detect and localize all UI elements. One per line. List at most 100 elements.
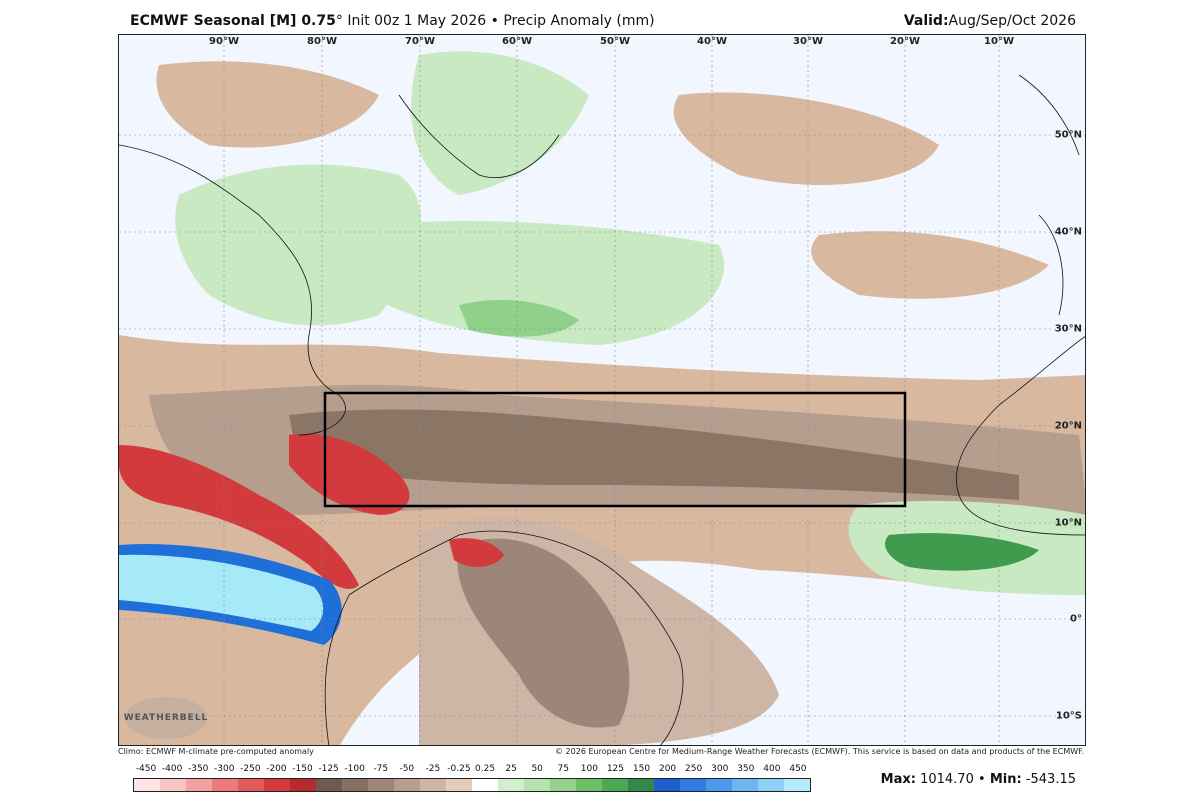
colorbar-tick-label: 50 bbox=[531, 764, 543, 774]
colorbar-swatch bbox=[316, 779, 342, 791]
colorbar-swatch bbox=[524, 779, 550, 791]
min-label: Min: bbox=[989, 772, 1022, 787]
valid-value: Aug/Sep/Oct 2026 bbox=[948, 13, 1076, 29]
lon-label-90w: 90°W bbox=[209, 36, 239, 47]
colorbar-tick-label: -0.25 bbox=[447, 764, 471, 774]
lon-label-20w: 20°W bbox=[890, 36, 920, 47]
coastline-europe bbox=[1018, 74, 1080, 316]
colorbar-ticks: -450 -400 -350 -300 -250 -200 -150 -125 -100 -75-… bbox=[133, 764, 811, 776]
colorbar-swatch bbox=[706, 779, 732, 791]
colorbar-swatch bbox=[238, 779, 264, 791]
lat-label-30n: 30°N bbox=[1054, 323, 1082, 335]
model-name: ECMWF Seasonal [M] 0.75 bbox=[130, 13, 336, 29]
lon-label-80w: 80°W bbox=[307, 36, 337, 47]
max-label: Max: bbox=[880, 772, 916, 787]
graticule bbox=[119, 35, 1085, 745]
lat-label-10s: 10°S bbox=[1055, 710, 1082, 722]
colorbar-tick-label: -50 bbox=[399, 764, 415, 774]
climo-note: Climo: ECMWF M-climate pre-computed anom… bbox=[118, 747, 314, 756]
lon-label-30w: 30°W bbox=[793, 36, 823, 47]
colorbar-swatch bbox=[498, 779, 524, 791]
colorbar-swatch bbox=[550, 779, 576, 791]
max-value: 1014.70 bbox=[920, 772, 974, 787]
colorbar-swatch bbox=[628, 779, 654, 791]
colorbar-tick-label: -350 bbox=[187, 764, 209, 774]
colorbar-tick-label: -125 bbox=[318, 764, 339, 774]
colorbar bbox=[133, 778, 811, 792]
colorbar-swatch bbox=[160, 779, 186, 791]
dry-anomaly-deep bbox=[289, 409, 1019, 500]
colorbar-tick-label: 0.25 bbox=[475, 764, 496, 774]
colorbar-swatch bbox=[342, 779, 368, 791]
valid-label: Valid: bbox=[903, 13, 949, 29]
coastline-south-america bbox=[324, 530, 684, 745]
lon-label-60w: 60°W bbox=[502, 36, 532, 47]
lat-label-40n: 40°N bbox=[1054, 226, 1082, 238]
map-canvas bbox=[119, 35, 1085, 745]
colorbar-swatch bbox=[758, 779, 784, 791]
very-dry-central-america bbox=[119, 445, 359, 589]
coastline-north-america bbox=[119, 94, 560, 436]
valid-period: Valid:Aug/Sep/Oct 2026 bbox=[904, 13, 1076, 29]
wet-anomaly-canada bbox=[411, 51, 589, 195]
wet-anomaly-eastern-us bbox=[175, 164, 421, 326]
colorbar-tick-label: 250 bbox=[685, 764, 703, 774]
stats-sep: • bbox=[978, 772, 986, 787]
degree-symbol: ° bbox=[335, 13, 343, 29]
colorbar-tick-label: 400 bbox=[763, 764, 781, 774]
lon-label-50w: 50°W bbox=[600, 36, 630, 47]
colorbar-swatch bbox=[446, 779, 472, 791]
colorbar-tick-label: -75 bbox=[373, 764, 389, 774]
colorbar-tick-label: -25 bbox=[425, 764, 441, 774]
field-name: Precip Anomaly (mm) bbox=[503, 13, 655, 29]
colorbar-swatch bbox=[576, 779, 602, 791]
colorbar-tick-label: -250 bbox=[240, 764, 261, 774]
very-dry-venezuela bbox=[449, 538, 504, 567]
colorbar-swatch bbox=[654, 779, 680, 791]
logo-text: WEATHERBELL bbox=[123, 713, 209, 723]
map-title: ECMWF Seasonal [M] 0.75° Init 00z 1 May … bbox=[130, 13, 655, 29]
colorbar-tick-label: -300 bbox=[214, 764, 235, 774]
colorbar-swatch bbox=[420, 779, 446, 791]
weatherbell-logo: WEATHERBELL bbox=[123, 697, 209, 739]
init-time: Init 00z 1 May 2026 bbox=[347, 13, 487, 29]
colorbar-swatch bbox=[732, 779, 758, 791]
colorbar-swatch bbox=[602, 779, 628, 791]
colorbar-swatch bbox=[680, 779, 706, 791]
colorbar-tick-label: -200 bbox=[266, 764, 287, 774]
colorbar-swatch bbox=[368, 779, 394, 791]
lon-label-10w: 10°W bbox=[984, 36, 1014, 47]
colorbar-swatch bbox=[394, 779, 420, 791]
title-bullet: • bbox=[490, 13, 499, 29]
colorbar-tick-label: 300 bbox=[711, 764, 729, 774]
colorbar-swatch bbox=[784, 779, 810, 791]
lon-label-40w: 40°W bbox=[697, 36, 727, 47]
colorbar-tick-label: -400 bbox=[161, 764, 183, 774]
min-value: -543.15 bbox=[1025, 772, 1076, 787]
precip-anomaly-map: 90°W 80°W 70°W 60°W 50°W 40°W 30°W 20°W … bbox=[118, 34, 1086, 746]
wet-anomaly-central-atlantic bbox=[358, 221, 724, 345]
coastline-africa bbox=[956, 335, 1085, 536]
colorbar-tick-label: 200 bbox=[658, 764, 677, 774]
colorbar-swatch bbox=[186, 779, 212, 791]
very-wet-east-pacific-core bbox=[119, 554, 324, 631]
lat-label-20n: 20°N bbox=[1054, 420, 1082, 432]
colorbar-tick-label: 450 bbox=[789, 764, 807, 774]
max-min-stats: Max: 1014.70 • Min: -543.15 bbox=[881, 772, 1076, 787]
wet-anomaly-west-africa bbox=[885, 533, 1039, 571]
colorbar-tick-label: 75 bbox=[557, 764, 569, 774]
colorbar-tick-label: -100 bbox=[344, 764, 365, 774]
main-development-region-box bbox=[323, 391, 907, 508]
colorbar-tick-label: 100 bbox=[580, 764, 598, 774]
colorbar-swatch bbox=[212, 779, 238, 791]
lat-label-50n: 50°N bbox=[1054, 129, 1082, 141]
colorbar-swatch bbox=[290, 779, 316, 791]
colorbar-swatch bbox=[264, 779, 290, 791]
colorbar-swatch bbox=[134, 779, 160, 791]
dry-anomaly-sa-core bbox=[457, 538, 630, 728]
lat-label-equator: 0° bbox=[1070, 613, 1082, 625]
wet-anomaly-midlatitude bbox=[459, 300, 579, 337]
lon-label-70w: 70°W bbox=[405, 36, 435, 47]
very-dry-caribbean bbox=[289, 434, 410, 515]
colorbar-tick-label: 25 bbox=[505, 764, 517, 774]
